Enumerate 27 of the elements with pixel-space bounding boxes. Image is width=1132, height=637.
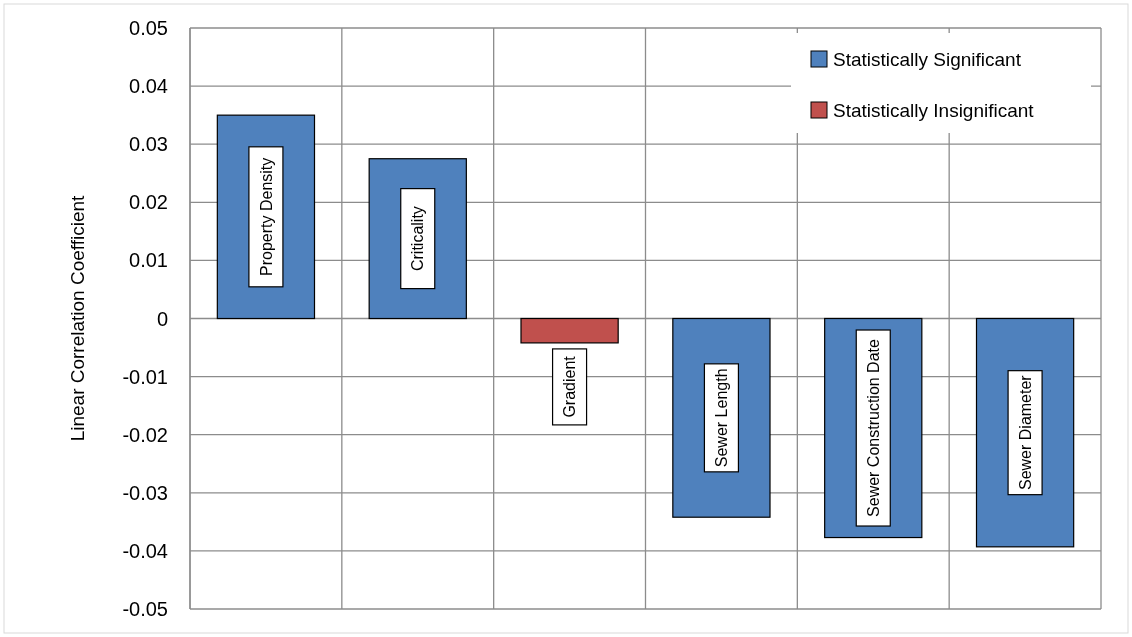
y-tick-label: -0.03 — [122, 481, 168, 504]
x-tick-label: Sewer Diameter — [1016, 374, 1034, 491]
x-tick-label: Sewer Length — [713, 368, 731, 468]
y-tick-label: -0.02 — [122, 423, 168, 446]
label-box: Sewer Length — [703, 363, 739, 473]
y-tick-label: 0.01 — [129, 249, 168, 272]
label-box: Gradient — [552, 348, 588, 426]
y-tick-label: 0.04 — [129, 75, 168, 98]
label-box: Property Density — [248, 146, 284, 288]
x-tick-label: Sewer Construction Date — [864, 338, 882, 517]
y-tick-label: 0.03 — [129, 133, 168, 156]
y-axis-title: Linear Correlation Coefficient — [67, 194, 88, 442]
label-box: Sewer Construction Date — [855, 329, 891, 527]
y-tick-label: 0 — [156, 307, 168, 330]
bar — [520, 317, 619, 344]
y-tick-label: 0.02 — [129, 191, 168, 214]
x-tick-label: Property Density — [257, 157, 275, 276]
x-tick-label: Gradient — [561, 355, 579, 418]
legend-label: Statistically Significant — [833, 48, 1022, 70]
y-tick-label: -0.01 — [122, 365, 168, 388]
y-tick-label: 0.05 — [129, 17, 168, 39]
label-box: Sewer Diameter — [1007, 370, 1043, 496]
x-tick-label: Criticality — [409, 206, 427, 272]
y-tick-label: -0.05 — [122, 598, 168, 620]
y-tick-label: -0.04 — [122, 539, 168, 562]
label-box: Criticality — [400, 188, 436, 290]
legend-label: Statistically Insignificant — [833, 99, 1035, 121]
